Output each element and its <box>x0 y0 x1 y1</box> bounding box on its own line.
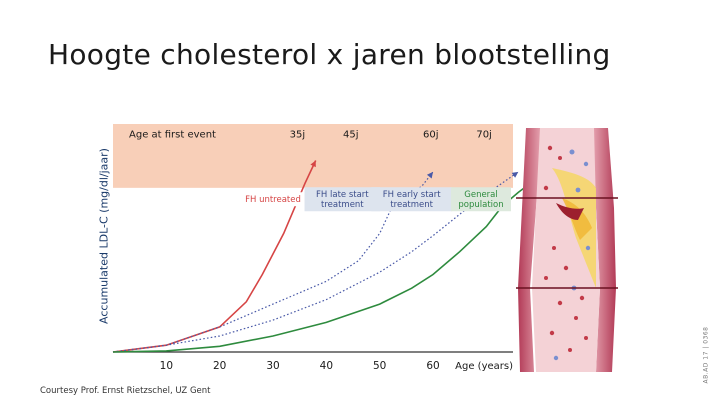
series-arrow-0 <box>310 160 316 168</box>
series-label-box-2 <box>371 187 453 212</box>
series-arrow-1 <box>426 171 433 179</box>
series-label-0-line-0: FH untreated <box>245 195 301 205</box>
series-label-3-line-0: General <box>464 190 498 200</box>
x-tick-label-0: 10 <box>160 360 173 372</box>
artery-illustration <box>516 128 618 372</box>
x-tick-label-4: 50 <box>373 360 386 372</box>
x-axis-label: Age (years) <box>455 361 513 372</box>
series-line-0 <box>112 160 317 353</box>
event-age-label-0: 35j <box>290 130 306 141</box>
series-line-2 <box>112 171 519 353</box>
series-label-2-line-1: treatment <box>390 200 433 210</box>
event-band <box>113 124 513 188</box>
document-code: AB.AD 17 | 0368 <box>702 326 710 384</box>
series-label-box-1 <box>304 187 381 212</box>
y-axis-label: Accumulated LDL-C (mg/dl/jaar) <box>97 148 111 324</box>
series-label-1-line-1: treatment <box>321 200 364 210</box>
series-label-box-3 <box>451 187 511 212</box>
x-tick-label-2: 30 <box>266 360 279 372</box>
series-arrow-2 <box>511 171 519 178</box>
series-label-1-line-0: FH late start <box>316 190 369 200</box>
credit-text: Courtesy Prof. Ernst Rietzschel, UZ Gent <box>40 386 211 396</box>
series-label-box-0 <box>237 192 309 207</box>
series-label-2-line-0: FH early start <box>383 190 441 200</box>
slide-title: Hoogte cholesterol x jaren blootstelling <box>48 38 611 71</box>
x-tick-label-3: 40 <box>320 360 333 372</box>
x-tick-label-1: 20 <box>213 360 226 372</box>
event-age-label-2: 60j <box>423 130 439 141</box>
series-label-3-line-1: population <box>458 200 503 210</box>
event-age-label-1: 45j <box>343 130 359 141</box>
event-band-label: Age at first event <box>129 130 216 141</box>
event-age-label-3: 70j <box>476 130 492 141</box>
x-tick-label-5: 60 <box>426 360 439 372</box>
